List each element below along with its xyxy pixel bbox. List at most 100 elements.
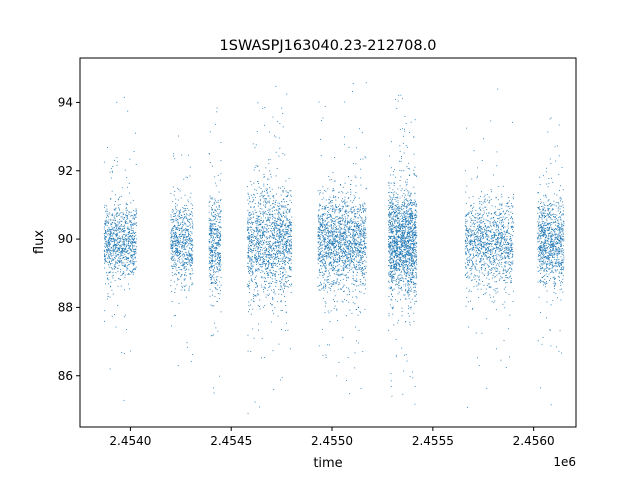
data-point bbox=[104, 251, 106, 252]
data-point bbox=[210, 246, 212, 248]
data-point bbox=[284, 243, 286, 245]
data-point bbox=[171, 250, 173, 252]
data-point bbox=[319, 204, 321, 206]
data-point bbox=[271, 188, 273, 190]
data-point bbox=[348, 221, 350, 223]
data-point bbox=[275, 241, 277, 242]
data-point bbox=[210, 278, 212, 280]
data-point bbox=[335, 196, 337, 198]
data-point bbox=[262, 236, 263, 238]
data-point bbox=[279, 147, 281, 149]
data-point bbox=[172, 210, 174, 212]
data-point bbox=[355, 238, 357, 240]
data-point bbox=[126, 212, 127, 214]
data-point bbox=[322, 259, 324, 261]
data-point bbox=[256, 221, 258, 222]
data-point bbox=[269, 254, 271, 256]
data-point bbox=[112, 241, 114, 243]
data-point bbox=[186, 246, 188, 248]
data-point bbox=[184, 205, 186, 206]
data-point bbox=[344, 229, 345, 231]
data-point bbox=[106, 215, 108, 216]
data-point bbox=[350, 219, 352, 221]
data-point bbox=[253, 240, 255, 241]
data-point bbox=[215, 276, 217, 278]
data-point bbox=[275, 193, 277, 195]
data-point bbox=[323, 279, 325, 281]
data-point bbox=[180, 250, 181, 252]
data-point bbox=[333, 269, 335, 271]
data-point bbox=[110, 255, 112, 257]
data-point bbox=[351, 219, 353, 221]
data-point bbox=[211, 264, 213, 266]
data-point bbox=[256, 241, 258, 243]
data-point bbox=[290, 208, 292, 210]
data-point bbox=[278, 212, 280, 214]
data-point bbox=[255, 218, 257, 220]
data-point bbox=[273, 206, 275, 207]
data-point bbox=[110, 218, 112, 220]
data-point bbox=[352, 229, 354, 231]
data-point bbox=[220, 264, 222, 266]
data-point bbox=[180, 276, 182, 278]
data-point bbox=[256, 226, 257, 228]
data-point bbox=[355, 244, 356, 246]
data-point bbox=[105, 210, 107, 212]
data-point bbox=[189, 239, 191, 241]
data-point bbox=[260, 248, 261, 250]
data-point bbox=[282, 186, 284, 187]
data-point bbox=[109, 271, 111, 273]
data-point bbox=[210, 263, 212, 265]
data-point bbox=[211, 233, 213, 234]
data-point bbox=[190, 257, 192, 259]
data-point bbox=[119, 225, 121, 227]
data-point bbox=[359, 233, 361, 235]
data-point bbox=[117, 278, 119, 280]
data-point bbox=[253, 207, 255, 209]
data-point bbox=[190, 259, 192, 261]
data-point bbox=[251, 241, 253, 243]
data-point bbox=[352, 250, 354, 252]
data-point bbox=[285, 250, 287, 252]
data-point bbox=[125, 266, 127, 267]
data-point bbox=[278, 211, 280, 213]
data-point bbox=[270, 225, 271, 227]
data-point bbox=[274, 225, 276, 227]
data-point bbox=[274, 238, 276, 240]
data-point bbox=[266, 220, 268, 222]
data-point bbox=[216, 279, 218, 281]
data-point bbox=[252, 261, 254, 263]
data-point bbox=[322, 297, 324, 299]
data-point bbox=[257, 231, 259, 233]
data-point bbox=[218, 269, 220, 271]
data-point bbox=[172, 252, 174, 254]
data-point bbox=[191, 257, 193, 259]
data-point bbox=[279, 254, 281, 256]
data-point bbox=[178, 257, 180, 258]
data-point bbox=[211, 305, 213, 307]
data-point bbox=[289, 190, 291, 192]
data-point bbox=[134, 242, 136, 243]
data-point bbox=[267, 218, 269, 220]
data-point bbox=[123, 231, 125, 233]
data-point bbox=[186, 346, 188, 348]
data-point bbox=[104, 267, 106, 269]
data-point bbox=[215, 255, 217, 257]
data-point bbox=[180, 223, 181, 225]
data-point bbox=[175, 241, 177, 243]
data-point bbox=[269, 237, 270, 239]
data-point bbox=[121, 225, 123, 227]
data-point bbox=[338, 235, 340, 237]
data-point bbox=[110, 237, 111, 239]
data-point bbox=[116, 233, 118, 235]
data-point bbox=[263, 247, 265, 249]
data-point bbox=[259, 204, 261, 206]
data-point bbox=[249, 237, 251, 239]
data-point bbox=[211, 294, 213, 296]
data-point bbox=[257, 246, 259, 248]
data-point bbox=[130, 261, 132, 263]
data-point bbox=[290, 285, 292, 287]
data-point bbox=[113, 268, 115, 270]
data-point bbox=[289, 240, 291, 242]
data-point bbox=[347, 248, 349, 250]
